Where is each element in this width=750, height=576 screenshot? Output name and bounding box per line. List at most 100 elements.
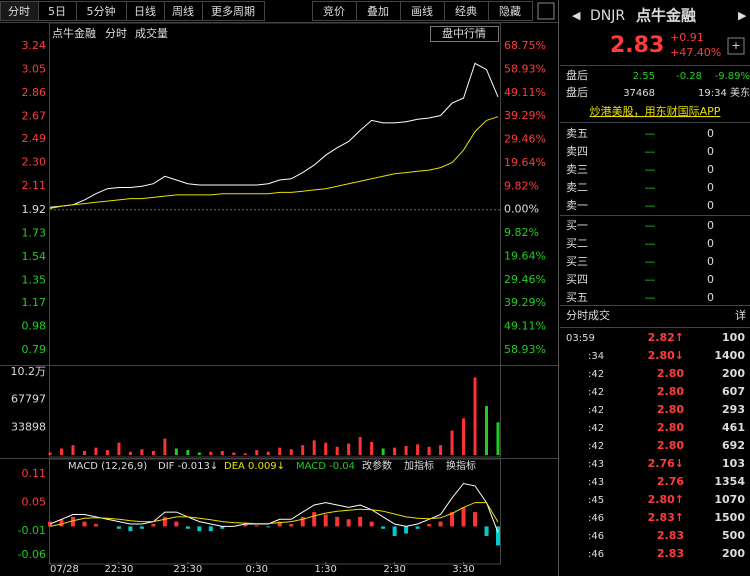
trades-detail[interactable]: 详 — [735, 308, 746, 322]
macd-bar — [243, 524, 248, 527]
trade-price: 2.80 — [657, 367, 684, 380]
trade-price: 2.76 — [657, 475, 684, 488]
trade-volume: 100 — [722, 331, 745, 344]
macd-bar — [392, 526, 397, 536]
macd-label: DIF -0.013↓ — [158, 461, 218, 472]
trade-volume: 293 — [722, 403, 745, 416]
macd-button[interactable]: 换指标 — [446, 459, 476, 472]
macd-bar — [162, 516, 167, 527]
tab[interactable] — [202, 1, 265, 21]
macd-bar — [289, 524, 294, 527]
last-price: 2.83 — [610, 33, 664, 58]
volume-bar — [232, 452, 236, 455]
fullscreen-button[interactable] — [537, 2, 555, 20]
y-tick-label: 3.24 — [22, 39, 47, 52]
volume-bar — [266, 451, 270, 455]
macd-bar — [266, 526, 271, 528]
trade-price: 2.80 — [657, 403, 684, 416]
volume-bar — [427, 446, 431, 455]
y-tick-label: 0.79 — [22, 343, 47, 356]
macd-bar — [220, 526, 225, 529]
after-price: 2.55 — [633, 71, 655, 82]
book-label: 卖三 — [566, 163, 588, 176]
y2-tick-label: 9.82% — [504, 179, 539, 192]
trade-volume: 200 — [722, 547, 745, 560]
legend-label: 点牛金融 — [52, 26, 96, 40]
y2-tick-label: 19.64% — [504, 249, 546, 262]
trade-volume: 500 — [722, 529, 745, 542]
book-label: 买一 — [566, 219, 588, 232]
macd-bar — [323, 514, 328, 527]
trade-price: 2.80 — [657, 421, 684, 434]
book-price: — — [645, 219, 656, 232]
tool-label[interactable]: 隐藏 — [499, 5, 521, 18]
trade-volume: 607 — [722, 385, 745, 398]
y-tick-label: 67797 — [11, 393, 46, 406]
book-volume: 0 — [707, 237, 714, 250]
macd-bar — [358, 516, 363, 527]
volume-bar — [186, 450, 190, 455]
tool-label[interactable]: 经典 — [455, 4, 477, 18]
trade-time: :42 — [588, 441, 604, 452]
tab-label[interactable]: 5分钟 — [87, 4, 116, 18]
macd-bar — [185, 526, 190, 529]
legend-label: 分时 — [105, 27, 127, 40]
volume-bar — [370, 441, 374, 455]
macd-bar — [300, 516, 305, 527]
macd-button[interactable]: 加指标 — [404, 459, 434, 472]
trade-time: :42 — [588, 387, 604, 398]
quote-button-label[interactable]: 盘中行情 — [442, 26, 486, 40]
volume-bar — [324, 442, 328, 455]
y2-tick-label: 58.93% — [504, 62, 546, 75]
tab-label[interactable]: 日线 — [134, 4, 156, 18]
y-tick-label: -0.01 — [18, 524, 46, 537]
after-volume: 37468 — [623, 88, 655, 99]
book-price: — — [645, 145, 656, 158]
macd-button[interactable]: 改参数 — [362, 459, 392, 472]
y2-tick-label: 39.29% — [504, 109, 546, 122]
book-volume: 0 — [707, 273, 714, 286]
volume-bar — [312, 440, 316, 455]
volume-bar — [82, 450, 86, 455]
next-arrow[interactable]: ▶ — [738, 9, 747, 22]
trade-price: 2.80↓ — [648, 349, 684, 362]
volume-bar — [278, 447, 282, 455]
change-pct: +47.40% — [670, 46, 721, 59]
tab-label[interactable]: 分时 — [8, 5, 30, 18]
y-tick-label: 1.17 — [22, 296, 47, 309]
y-tick-label: 2.30 — [22, 156, 47, 169]
y2-tick-label: 29.46% — [504, 273, 546, 286]
y-tick-label: 2.86 — [22, 86, 47, 99]
y-tick-label: -0.06 — [18, 548, 46, 561]
macd-bar — [254, 525, 259, 527]
tool-label[interactable]: 竞价 — [323, 4, 345, 18]
trade-price: 2.80↑ — [648, 493, 684, 506]
tab-label[interactable]: 5日 — [48, 5, 66, 18]
y2-tick-label: 9.82% — [504, 226, 539, 239]
quote-button[interactable] — [430, 26, 499, 42]
book-price: — — [645, 163, 656, 176]
tab-label[interactable]: 更多周期 — [211, 4, 255, 18]
volume-bar — [117, 442, 121, 455]
book-price: — — [645, 127, 656, 140]
volume-bar — [105, 450, 109, 455]
volume-bar — [197, 452, 201, 455]
add-icon[interactable]: + — [731, 39, 740, 52]
banner[interactable]: 炒港美股，用东财国际APP — [590, 104, 721, 118]
add-button[interactable] — [727, 37, 745, 55]
volume-bar — [301, 445, 305, 455]
prev-arrow[interactable]: ◀ — [572, 9, 581, 22]
tool-label[interactable]: 叠加 — [367, 5, 389, 18]
volume-bar — [71, 445, 75, 455]
macd-bar — [461, 507, 466, 527]
book-volume: 0 — [707, 255, 714, 268]
book-label: 买二 — [566, 237, 588, 250]
series-line — [49, 502, 499, 527]
tool-button[interactable] — [488, 1, 533, 21]
tab-label[interactable]: 周线 — [172, 4, 194, 18]
volume-bar — [220, 450, 224, 455]
tool-label[interactable]: 画线 — [411, 4, 433, 18]
after-change: -0.28 — [676, 71, 702, 82]
volume-bar — [485, 406, 489, 455]
